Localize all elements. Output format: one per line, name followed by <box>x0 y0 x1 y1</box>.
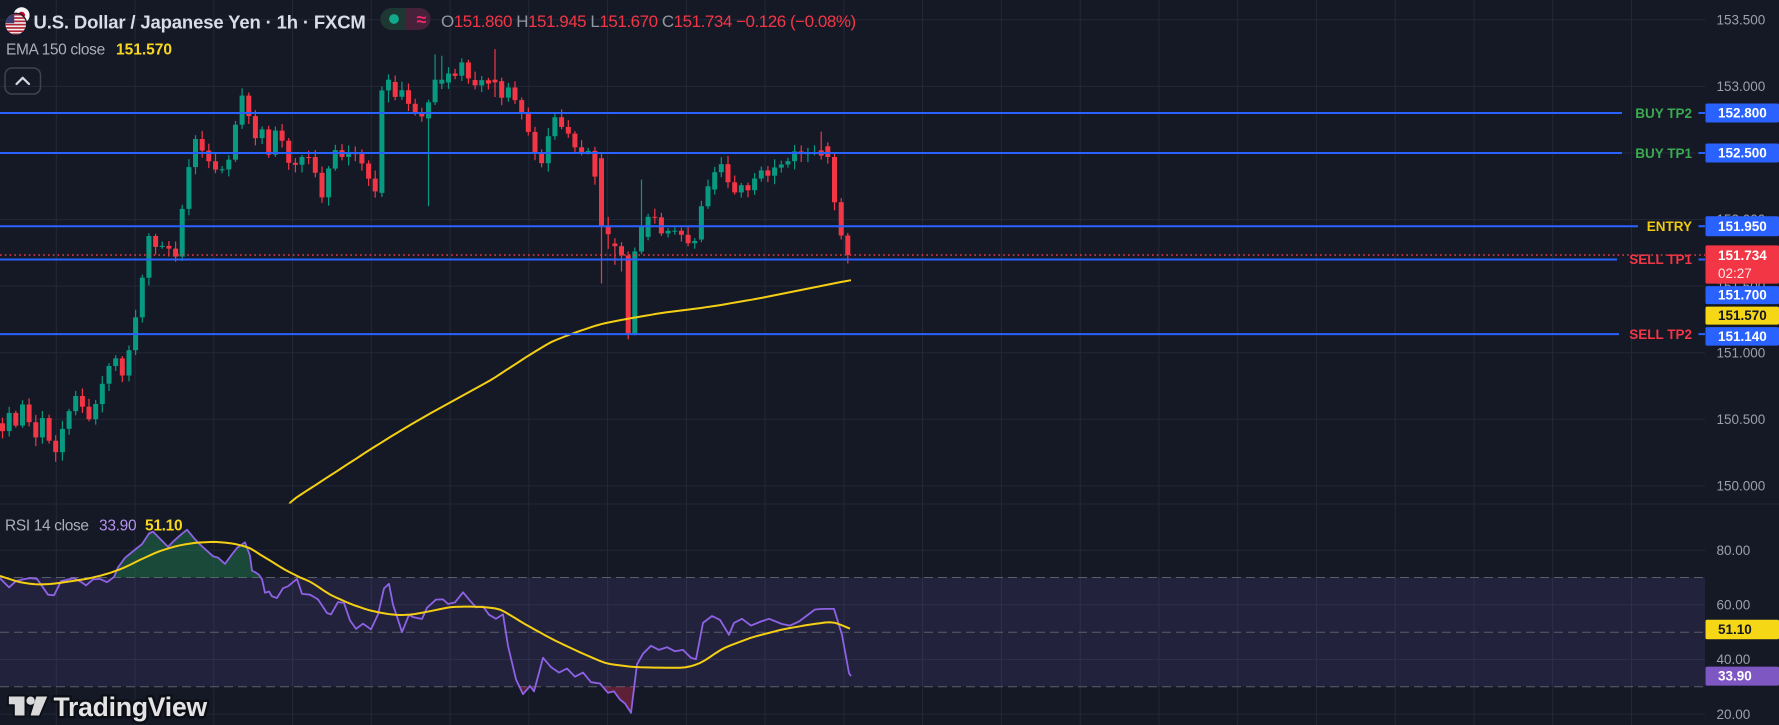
svg-text:51.10: 51.10 <box>1718 622 1752 637</box>
svg-text:U.S. Dollar / Japanese Yen · 1: U.S. Dollar / Japanese Yen · 1h · FXCM <box>34 12 366 33</box>
svg-text:BUY TP1: BUY TP1 <box>1635 146 1692 161</box>
svg-text:40.00: 40.00 <box>1717 652 1751 667</box>
svg-text:151.570: 151.570 <box>1718 308 1767 323</box>
svg-text:≈: ≈ <box>417 9 427 29</box>
svg-text:152.800: 152.800 <box>1718 106 1767 121</box>
svg-text:O151.860 H151.945 L151.670 C15: O151.860 H151.945 L151.670 C151.734 −0.1… <box>441 12 856 31</box>
svg-text:20.00: 20.00 <box>1717 707 1751 722</box>
svg-text:BUY TP2: BUY TP2 <box>1635 106 1692 121</box>
svg-text:33.90: 33.90 <box>99 518 137 535</box>
svg-text:152.500: 152.500 <box>1718 146 1767 161</box>
svg-text:150.000: 150.000 <box>1717 479 1766 494</box>
svg-text:60.00: 60.00 <box>1717 598 1751 613</box>
svg-text:RSI 14 close: RSI 14 close <box>5 518 89 535</box>
svg-text:02:27: 02:27 <box>1718 266 1752 281</box>
svg-text:80.00: 80.00 <box>1717 543 1751 558</box>
svg-text:SELL TP1: SELL TP1 <box>1629 252 1692 267</box>
svg-text:SELL TP2: SELL TP2 <box>1629 327 1692 342</box>
svg-text:33.90: 33.90 <box>1718 669 1752 684</box>
svg-text:151.000: 151.000 <box>1717 345 1766 360</box>
svg-text:51.10: 51.10 <box>145 518 182 535</box>
svg-text:151.570: 151.570 <box>116 42 172 59</box>
svg-text:151.950: 151.950 <box>1718 219 1767 234</box>
svg-text:TradingView: TradingView <box>54 692 208 722</box>
svg-text:153.000: 153.000 <box>1717 79 1766 94</box>
svg-text:ENTRY: ENTRY <box>1647 219 1692 234</box>
svg-text:151.140: 151.140 <box>1718 329 1767 344</box>
svg-text:151.700: 151.700 <box>1718 288 1767 303</box>
svg-text:150.500: 150.500 <box>1717 412 1766 427</box>
svg-text:151.734: 151.734 <box>1718 248 1767 263</box>
svg-text:153.500: 153.500 <box>1717 13 1766 28</box>
svg-text:EMA 150 close: EMA 150 close <box>6 42 105 59</box>
